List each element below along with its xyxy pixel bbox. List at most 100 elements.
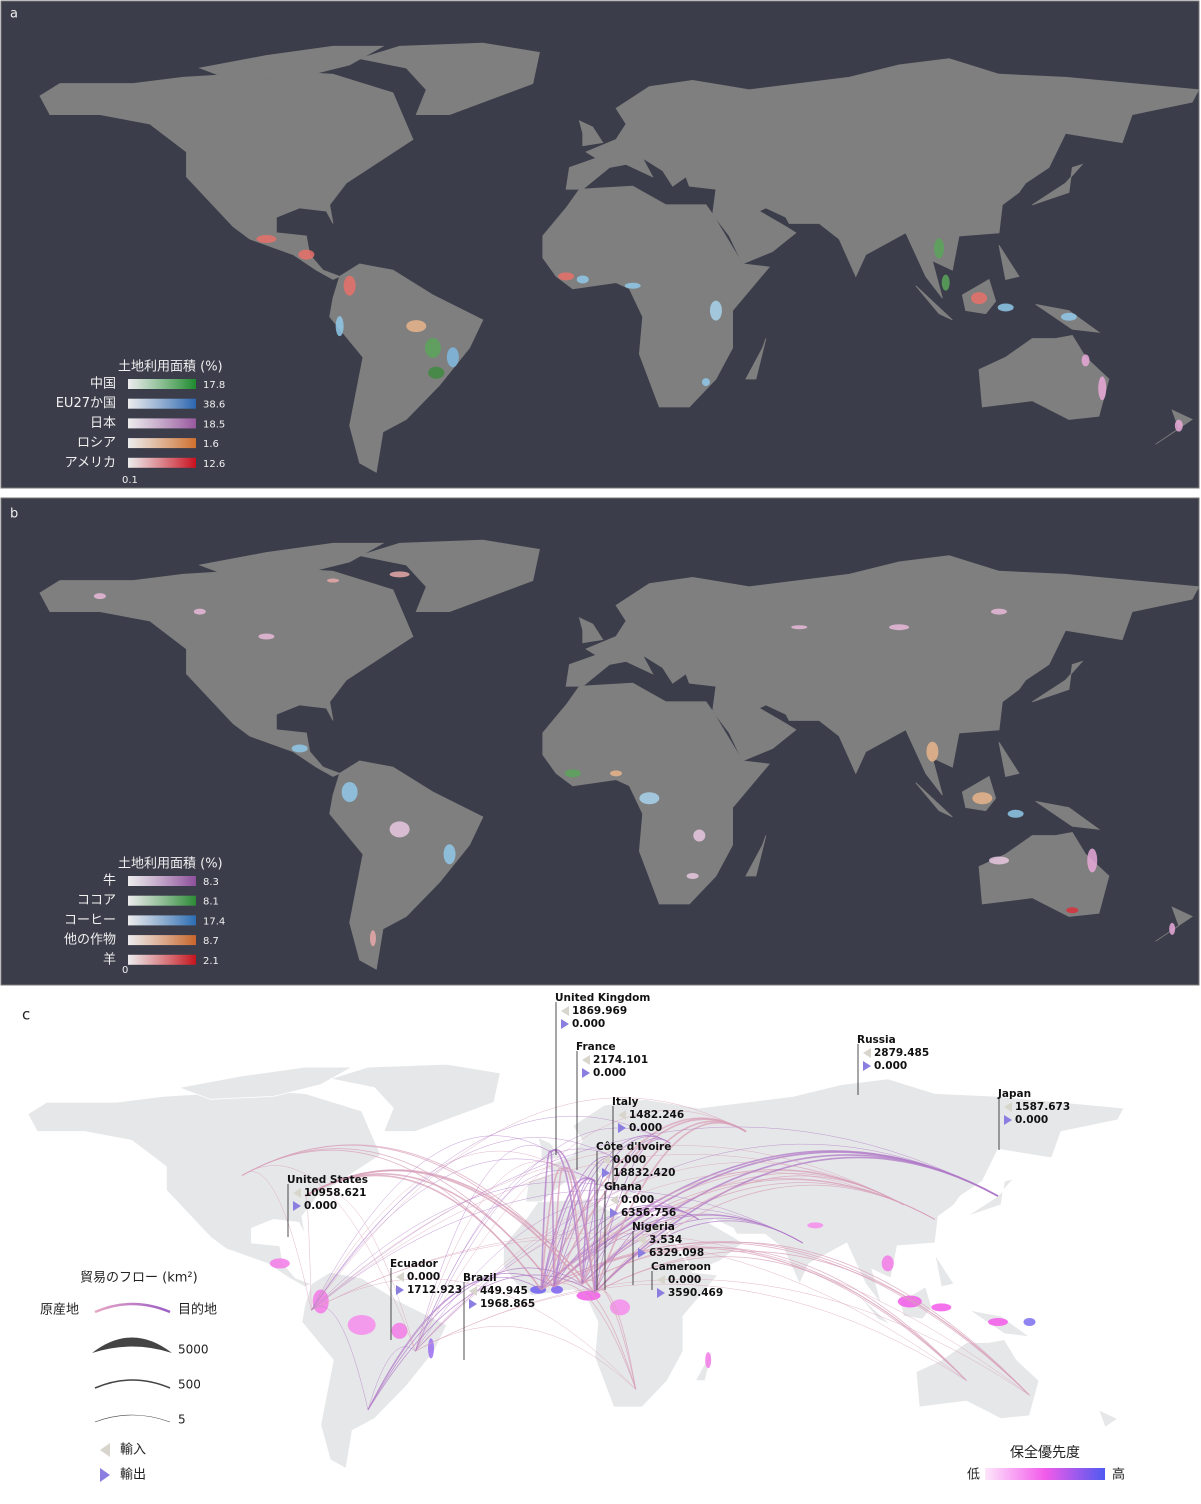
legend-width: 5 bbox=[178, 1413, 186, 1427]
hotspot bbox=[347, 1314, 376, 1335]
legend-name: ココア bbox=[77, 893, 116, 908]
flow-arc bbox=[311, 1237, 967, 1381]
hotspot bbox=[791, 625, 808, 630]
flow-arc bbox=[311, 1181, 699, 1311]
flow-arc bbox=[582, 1247, 967, 1381]
legend-name: EU27か国 bbox=[56, 396, 116, 411]
flow-arc bbox=[241, 1148, 555, 1288]
import-icon bbox=[396, 1272, 404, 1282]
import-value: 10958.621 bbox=[304, 1187, 366, 1199]
import-value: 1482.246 bbox=[629, 1109, 684, 1121]
import-value: 0.000 bbox=[613, 1154, 646, 1166]
flow-arc bbox=[241, 1171, 312, 1311]
land bbox=[39, 567, 414, 777]
import-icon bbox=[561, 1006, 569, 1016]
land bbox=[27, 1090, 382, 1288]
hotspot bbox=[705, 1352, 712, 1369]
legend-width: 500 bbox=[178, 1378, 201, 1392]
land bbox=[329, 263, 484, 473]
legend-max: 17.8 bbox=[203, 380, 225, 391]
hotspot bbox=[931, 1303, 952, 1312]
land bbox=[542, 682, 771, 905]
export-icon bbox=[582, 1068, 590, 1078]
flow-arc bbox=[311, 1158, 595, 1311]
land bbox=[915, 1339, 1040, 1420]
legend-high: 高 bbox=[1112, 1467, 1125, 1483]
hotspot bbox=[335, 316, 344, 337]
flow-arc bbox=[415, 1110, 747, 1352]
legend-title: 土地利用面積 (%) bbox=[118, 857, 223, 872]
legend-arc bbox=[94, 1379, 171, 1389]
flow-arc bbox=[367, 1346, 416, 1410]
country-name: Ghana bbox=[604, 1181, 642, 1193]
hotspot bbox=[551, 1285, 563, 1294]
legend-swatch bbox=[128, 418, 196, 429]
flow-arc bbox=[311, 1154, 936, 1311]
hotspot bbox=[341, 782, 358, 803]
hotspot bbox=[193, 608, 206, 615]
priority-gradient bbox=[985, 1468, 1105, 1480]
flow-arc bbox=[581, 1158, 621, 1284]
legend-title: 保全優先度 bbox=[1010, 1444, 1080, 1461]
land bbox=[198, 45, 385, 81]
legend-swatch bbox=[128, 876, 196, 886]
import-value: 3.534 bbox=[649, 1234, 682, 1246]
flow-arc bbox=[553, 1246, 967, 1381]
flow-arc bbox=[581, 1179, 596, 1284]
land bbox=[359, 42, 540, 116]
hotspot bbox=[709, 300, 722, 321]
export-value: 0.000 bbox=[874, 1060, 907, 1072]
legend-arc bbox=[94, 1302, 171, 1314]
legend-max: 8.3 bbox=[203, 877, 219, 888]
hotspot bbox=[343, 275, 356, 296]
flow-arc bbox=[553, 1156, 621, 1287]
legend-swatch bbox=[128, 457, 196, 468]
legend-name: ロシア bbox=[77, 436, 116, 451]
export-value: 6329.098 bbox=[649, 1247, 704, 1259]
export-value: 18832.420 bbox=[613, 1167, 675, 1179]
hotspot bbox=[701, 378, 710, 387]
map-b bbox=[39, 539, 1199, 970]
legend-max: 17.4 bbox=[203, 916, 225, 927]
hotspot bbox=[889, 624, 910, 631]
hotspot bbox=[269, 1258, 290, 1269]
flow-arc bbox=[311, 1278, 636, 1390]
land bbox=[745, 338, 767, 380]
country-name: France bbox=[576, 1041, 616, 1053]
land bbox=[565, 555, 1199, 796]
flow-arc bbox=[415, 1145, 551, 1352]
flow-arc bbox=[582, 1241, 1030, 1396]
flow-arc bbox=[241, 1165, 416, 1352]
hotspot bbox=[881, 1255, 894, 1272]
flow-arc bbox=[594, 1138, 671, 1293]
hotspot bbox=[391, 1322, 408, 1339]
hotspot bbox=[1066, 907, 1079, 914]
legend-arc bbox=[94, 1414, 171, 1423]
hotspot bbox=[1169, 922, 1176, 935]
export-icon bbox=[561, 1019, 569, 1029]
hotspot bbox=[389, 571, 410, 578]
land bbox=[998, 245, 1020, 280]
land bbox=[1035, 800, 1101, 830]
flow-arc bbox=[311, 1097, 747, 1311]
country-name: Italy bbox=[612, 1096, 639, 1108]
legend-low: 低 bbox=[967, 1468, 980, 1483]
hotspot bbox=[443, 844, 456, 865]
legend-name: 羊 bbox=[103, 951, 116, 967]
legend-name: アメリカ bbox=[65, 455, 116, 470]
hotspot bbox=[610, 770, 623, 777]
import-icon bbox=[863, 1048, 871, 1058]
export-value: 0.000 bbox=[1015, 1114, 1048, 1126]
import-icon bbox=[1004, 1102, 1012, 1112]
legend-import: 輸入 bbox=[120, 1443, 146, 1458]
hotspot bbox=[298, 249, 315, 260]
export-value: 0.000 bbox=[304, 1200, 337, 1212]
hotspot bbox=[1060, 312, 1077, 321]
flow-arc bbox=[581, 1137, 671, 1285]
hotspot bbox=[1087, 848, 1098, 873]
flow-arc bbox=[415, 1278, 1030, 1396]
import-value: 449.945 bbox=[480, 1285, 528, 1297]
map-c bbox=[27, 1063, 1125, 1470]
import-value: 1587.673 bbox=[1015, 1101, 1070, 1113]
country-name: Russia bbox=[857, 1034, 896, 1046]
